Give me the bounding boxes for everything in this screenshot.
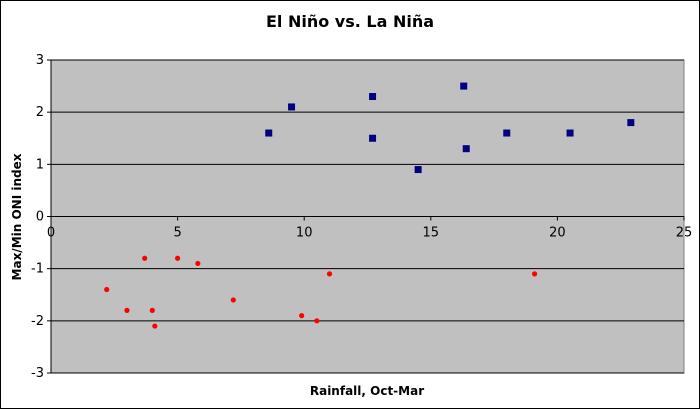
data-point-square: [369, 134, 377, 142]
data-point-square: [288, 103, 296, 111]
data-point-square: [503, 129, 511, 137]
data-point-circle: [532, 271, 538, 277]
data-point-square: [414, 166, 422, 174]
y-tick-label: 3: [36, 53, 44, 68]
data-point-square: [462, 145, 470, 153]
data-point-square: [265, 129, 273, 137]
y-tick-label: 2: [36, 105, 44, 120]
y-tick-label: -3: [31, 366, 44, 381]
y-tick-label: -2: [31, 314, 44, 329]
y-tick-label: 0: [36, 210, 44, 225]
data-point-circle: [314, 318, 320, 324]
x-tick-label: 15: [423, 226, 440, 241]
data-point-circle: [299, 313, 305, 319]
data-point-square: [627, 119, 635, 127]
x-tick-label: 5: [173, 226, 181, 241]
x-tick-label: 25: [676, 226, 693, 241]
x-axis-title: Rainfall, Oct-Mar: [310, 384, 424, 398]
y-tick-label: -1: [31, 262, 44, 277]
y-tick-label: 1: [36, 157, 44, 172]
data-point-square: [460, 82, 468, 90]
x-tick-label: 10: [296, 226, 313, 241]
data-point-circle: [175, 255, 181, 261]
x-tick-label: 0: [47, 226, 55, 241]
x-tick-label: 20: [549, 226, 566, 241]
data-point-circle: [152, 323, 158, 329]
y-axis-title: Max/Min ONI index: [10, 153, 24, 280]
chart-title: El Niño vs. La Niña: [266, 12, 434, 31]
plot-area: -3 -2 -1 0 1 2 3 0 5 10 15 20 25: [31, 53, 692, 381]
data-point-square: [566, 129, 574, 137]
data-point-circle: [149, 307, 155, 313]
data-point-circle: [195, 260, 201, 267]
data-point-circle: [230, 297, 236, 303]
data-point-circle: [326, 271, 333, 277]
data-point-circle: [124, 307, 130, 313]
data-point-square: [369, 93, 377, 101]
data-point-circle: [104, 286, 110, 293]
data-point-circle: [142, 255, 148, 261]
